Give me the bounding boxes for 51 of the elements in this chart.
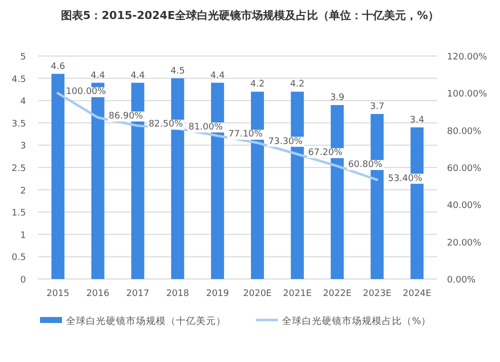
y-tick-label: 0.5 — [12, 253, 26, 264]
y-tick-label: 2 — [20, 186, 26, 196]
data-label: 73.30% — [268, 136, 304, 147]
y-tick-label: 4 — [20, 97, 26, 108]
x-tick-label: 2020E — [243, 289, 272, 299]
data-label: 3.9 — [330, 93, 345, 104]
y-tick-label: 1 — [20, 230, 26, 241]
x-tick-label: 2017 — [126, 289, 150, 299]
data-label: 3.4 — [410, 115, 424, 126]
y-tick-label: 5 — [20, 52, 26, 62]
data-label: 67.20% — [308, 148, 343, 158]
data-label: 4.6 — [50, 62, 66, 72]
chart-title: 图表5：2015-2024E全球白光硬镜市场规模及占比（单位：十亿美元，%） — [61, 9, 439, 22]
legend-label: 全球白光硬镜市场规模（十亿美元） — [66, 315, 226, 327]
bar — [51, 74, 64, 279]
y2-tick-label: 120.00% — [447, 52, 488, 62]
data-label: 4.5 — [170, 66, 185, 76]
data-label: 4.4 — [130, 70, 146, 81]
data-label: 4.4 — [210, 70, 225, 81]
data-label: 77.10% — [228, 130, 264, 140]
y-tick-label: 1.5 — [12, 208, 26, 219]
y2-tick-label: 20.00% — [447, 238, 482, 248]
x-tick-label: 2021E — [283, 289, 312, 299]
x-tick-label: 2019 — [206, 289, 230, 299]
data-label: 60.80% — [348, 160, 383, 170]
data-label: 82.50% — [148, 120, 184, 130]
y-tick-label: 2.5 — [12, 164, 26, 174]
data-label: 4.4 — [90, 70, 106, 81]
data-label: 86.90% — [108, 112, 144, 122]
y2-tick-label: 0.00% — [447, 276, 476, 286]
x-tick-label: 2023E — [362, 289, 392, 299]
y2-tick-label: 40.00% — [447, 201, 482, 212]
data-label: 4.2 — [290, 80, 305, 90]
x-tick-label: 2016 — [86, 289, 110, 299]
data-label: 53.40% — [388, 174, 423, 184]
y-tick-label: 3.5 — [12, 119, 26, 130]
y-tick-label: 3 — [20, 142, 26, 152]
data-label: 3.7 — [370, 102, 384, 112]
x-tick-label: 2015 — [46, 289, 70, 299]
y2-tick-label: 80.00% — [447, 126, 482, 137]
data-label: 81.00% — [188, 122, 224, 132]
y2-tick-label: 100.00% — [447, 90, 488, 100]
x-tick-label: 2022E — [322, 289, 352, 299]
legend-label: 全球白光硬镜市场规模占比（%） — [282, 315, 432, 327]
x-tick-label: 2024E — [402, 289, 432, 299]
y-tick-label: 0 — [20, 276, 26, 286]
data-label: 4.2 — [250, 80, 265, 90]
y2-tick-label: 60.00% — [447, 164, 482, 174]
y-tick-label: 4.5 — [12, 74, 26, 85]
data-label: 100.00% — [66, 87, 106, 98]
x-tick-label: 2018 — [166, 289, 190, 299]
